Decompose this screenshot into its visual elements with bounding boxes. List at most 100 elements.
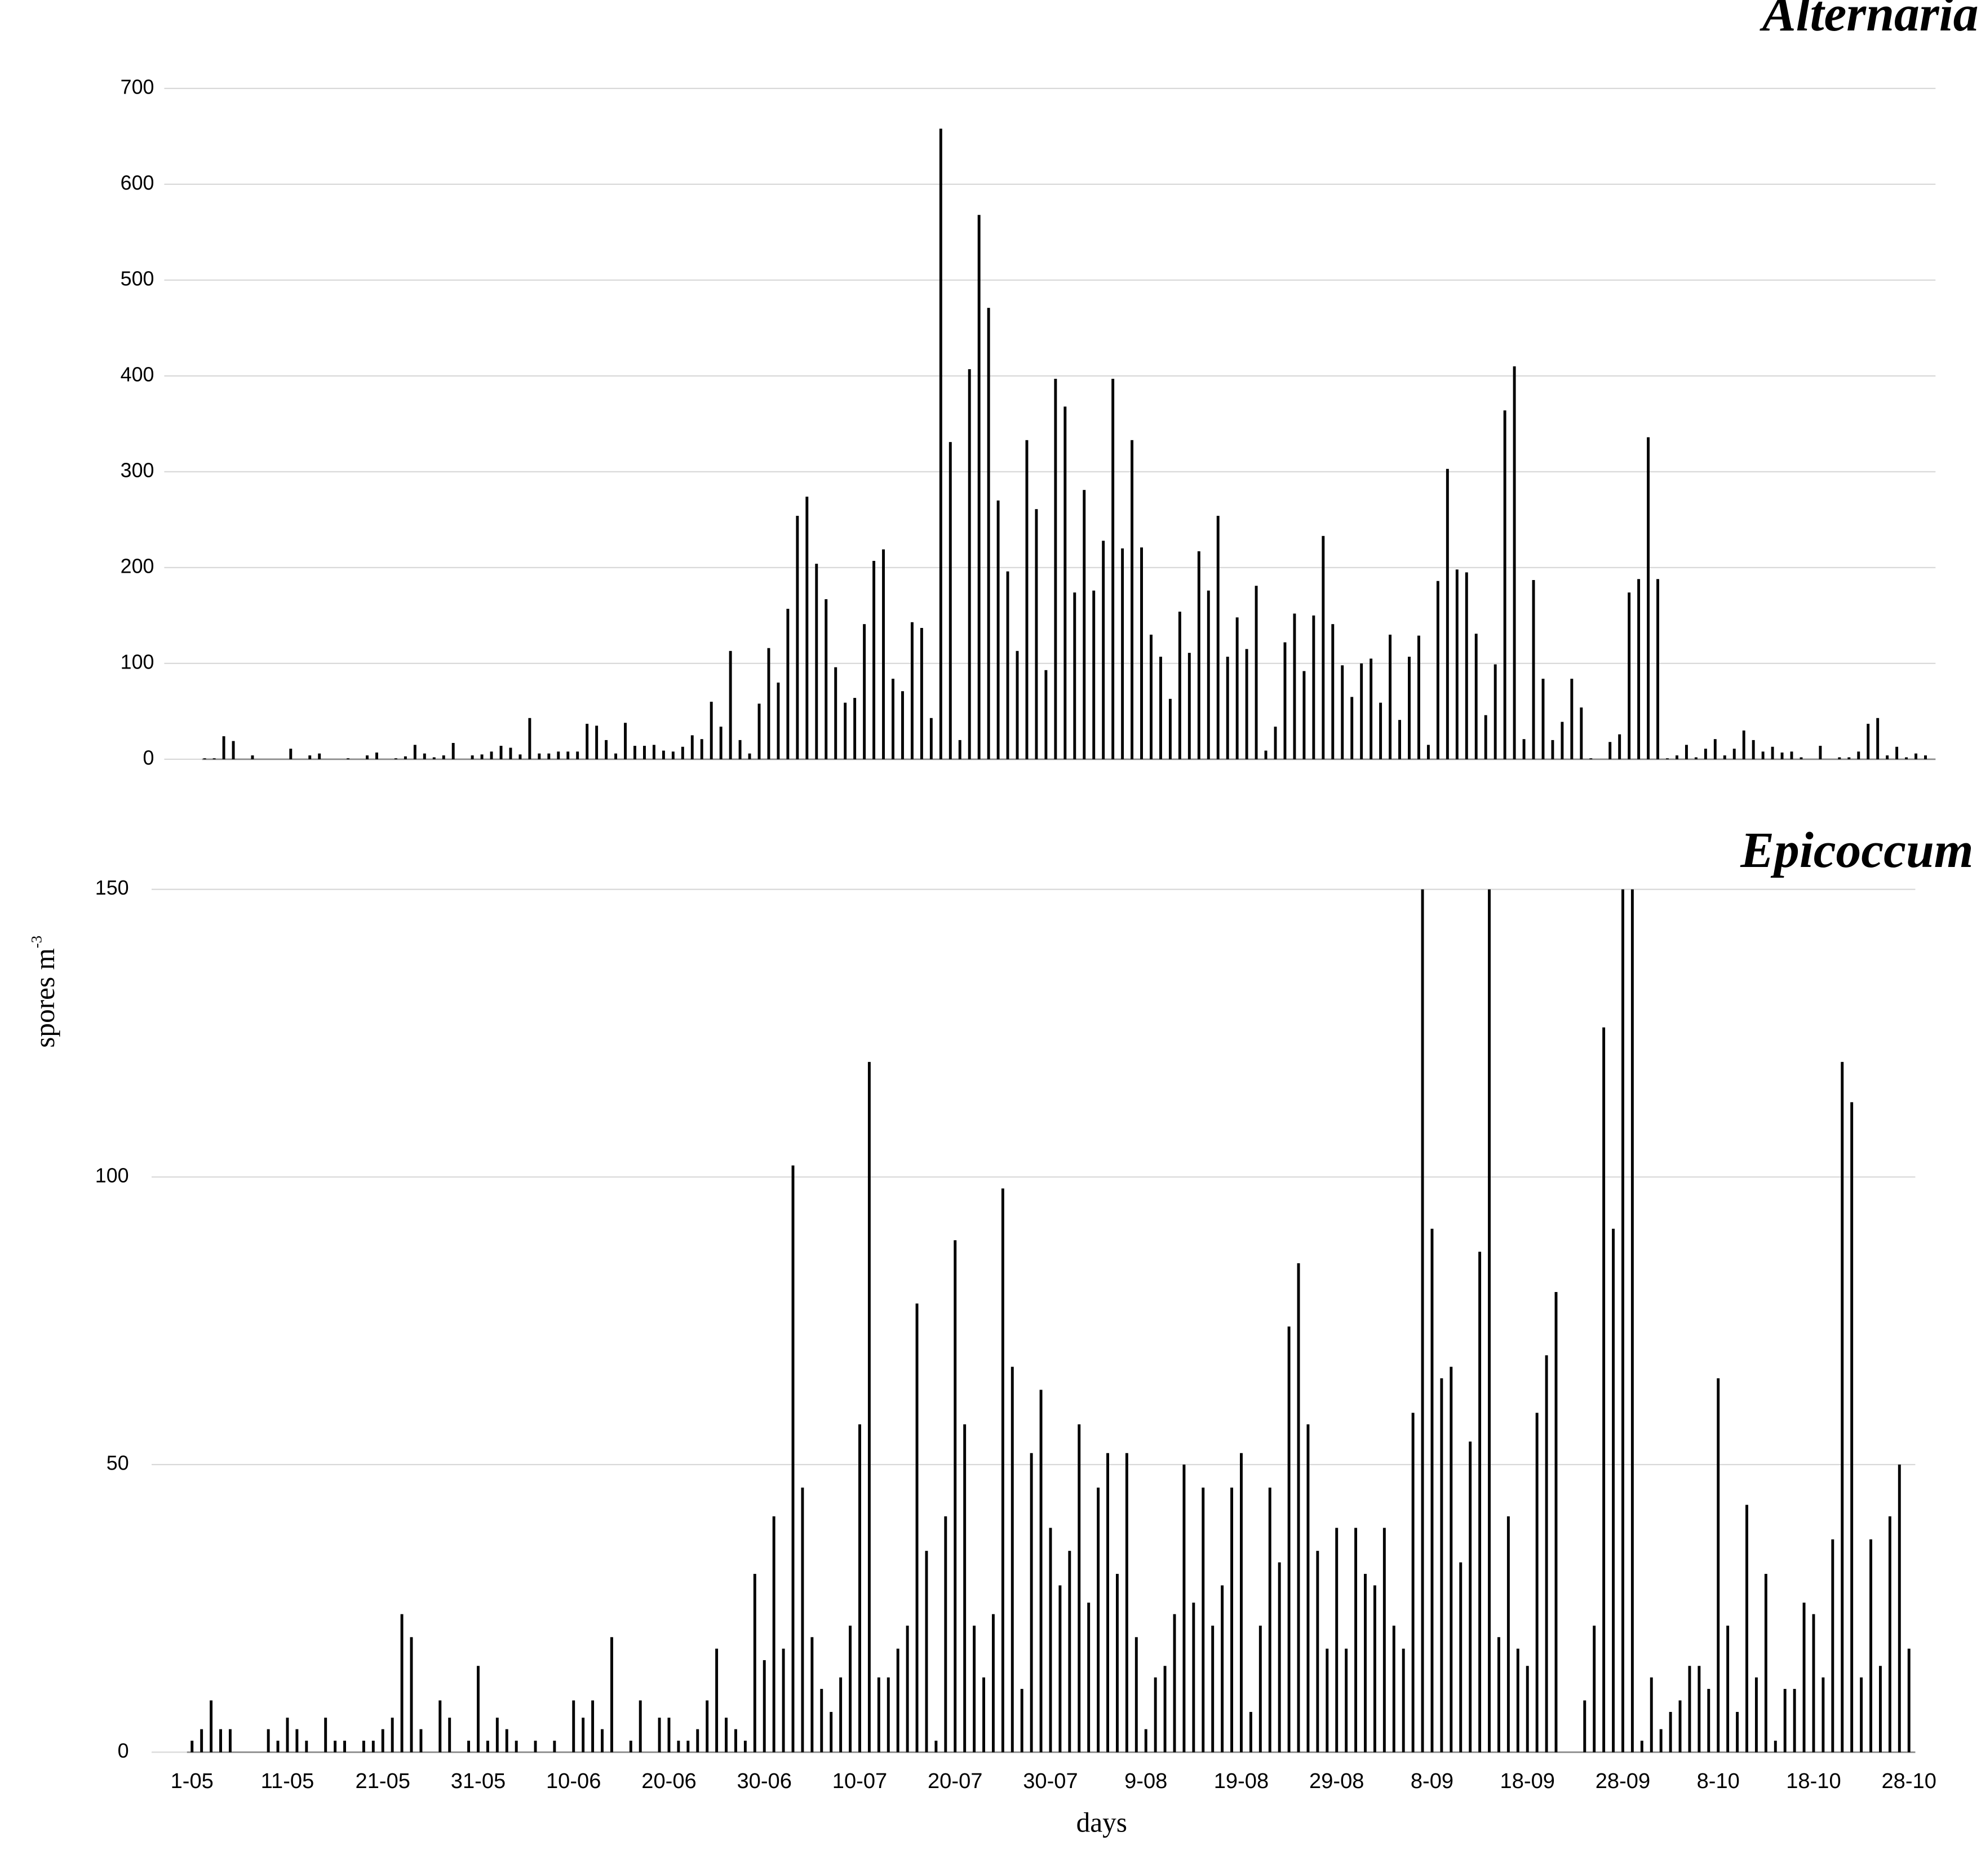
bar [1398, 720, 1401, 759]
bar [839, 1677, 843, 1753]
bar [734, 1729, 737, 1753]
bar [1694, 757, 1698, 759]
bar [1182, 1464, 1186, 1753]
bar [738, 740, 742, 759]
x-tick-label: 18-09 [1500, 1769, 1555, 1793]
bar [1860, 1677, 1863, 1753]
bar [1264, 750, 1268, 759]
bar [910, 622, 914, 759]
bar [882, 549, 885, 759]
x-tick-label: 29-08 [1309, 1769, 1364, 1793]
bar [1878, 1666, 1882, 1753]
bar [1106, 1453, 1109, 1753]
bar [1898, 1464, 1901, 1753]
bar [1125, 1453, 1128, 1753]
bar [1083, 490, 1086, 759]
y-tick-label: 500 [121, 267, 154, 290]
bar [1488, 889, 1491, 1753]
bar [896, 1648, 899, 1753]
x-tick-label: 18-10 [1786, 1769, 1841, 1793]
bar [725, 1718, 728, 1753]
bar [419, 1729, 423, 1753]
bar [366, 755, 369, 759]
bar [858, 1424, 861, 1753]
bar [1736, 1711, 1739, 1753]
bar [1140, 547, 1143, 759]
bar [467, 1740, 471, 1753]
bar [1570, 679, 1574, 759]
bar [1754, 1677, 1758, 1753]
bar [1187, 653, 1191, 759]
bar [1092, 590, 1096, 759]
bar [212, 758, 216, 759]
bar [853, 698, 857, 759]
bar [1783, 1689, 1787, 1753]
bar [925, 1551, 928, 1753]
bar [547, 753, 551, 759]
x-tick-label: 28-09 [1596, 1769, 1650, 1793]
bar [1345, 1648, 1348, 1753]
bar [1593, 1625, 1596, 1753]
bar [1589, 758, 1593, 759]
bar [1154, 1677, 1157, 1753]
bar [1078, 1424, 1081, 1753]
bar [1752, 740, 1755, 759]
bar [1341, 665, 1344, 759]
bar [334, 1740, 337, 1753]
bar [782, 1648, 785, 1753]
bar [1011, 1366, 1014, 1753]
bar [1669, 1711, 1672, 1753]
bar [757, 704, 761, 759]
bar [1025, 440, 1029, 759]
bar [1287, 1326, 1291, 1753]
bar [1364, 1574, 1367, 1753]
bar [1469, 1441, 1472, 1753]
bar [1402, 1648, 1405, 1753]
bar [1793, 1689, 1796, 1753]
bar [639, 1700, 642, 1753]
bar [777, 682, 780, 759]
bar [1178, 612, 1181, 759]
bar [944, 1516, 947, 1753]
bar [743, 1740, 747, 1753]
bar [834, 667, 837, 759]
bar [1551, 740, 1554, 759]
bar [1561, 722, 1564, 759]
bar [404, 756, 407, 759]
bar [1914, 753, 1918, 759]
bar [1297, 1263, 1300, 1753]
bar [1168, 698, 1172, 759]
bar [1532, 579, 1535, 759]
bar [624, 723, 627, 759]
bar [375, 752, 378, 759]
bar [1230, 1487, 1234, 1753]
bar [1226, 656, 1229, 759]
bar [1274, 727, 1277, 759]
bar [1446, 468, 1449, 759]
bar [1838, 757, 1841, 759]
bar [200, 1729, 203, 1753]
bar [1545, 1355, 1548, 1753]
bar [954, 1240, 957, 1753]
bar [1630, 889, 1634, 1753]
bar [748, 753, 751, 759]
bar [1202, 1487, 1205, 1753]
bar [1035, 509, 1038, 759]
bar [991, 1614, 995, 1753]
bar [1895, 746, 1899, 759]
bar [844, 702, 847, 759]
y-axis-label-text: spores m [29, 948, 60, 1048]
bar [1742, 730, 1745, 759]
bar [1608, 742, 1612, 759]
bar [1780, 752, 1784, 759]
y-tick-label: 200 [121, 555, 154, 577]
x-axis-label: days [1076, 1807, 1127, 1838]
bar [629, 1740, 632, 1753]
bar [1831, 1539, 1834, 1753]
bar [1513, 366, 1516, 759]
x-tick-label: 9-08 [1124, 1769, 1167, 1793]
bar [391, 1718, 394, 1753]
bar [690, 735, 694, 759]
bar [1541, 679, 1545, 759]
bar [767, 648, 770, 759]
